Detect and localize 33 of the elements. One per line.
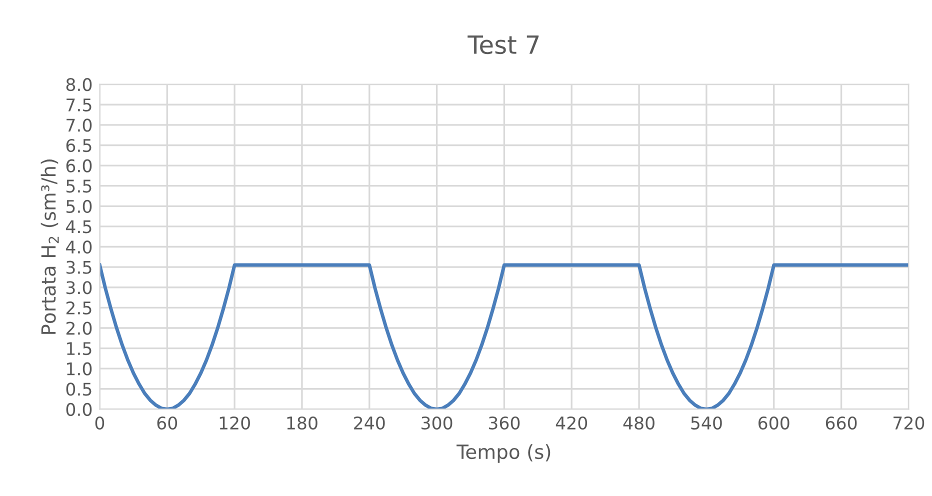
x-tick-label: 0 xyxy=(95,416,104,430)
x-tick-label: 660 xyxy=(826,416,857,430)
y-tick-label: 4.5 xyxy=(66,220,92,234)
x-tick-label: 480 xyxy=(623,416,654,430)
y-tick-label: 1.0 xyxy=(67,362,92,376)
y-tick-label: 0.5 xyxy=(66,382,92,396)
x-axis-title: Tempo (s) xyxy=(456,444,550,463)
y-tick-label: 7.0 xyxy=(66,118,92,132)
x-tick-label: 540 xyxy=(691,416,722,430)
y-tick-label: 8.0 xyxy=(66,78,92,92)
y-tick-label: 2.0 xyxy=(66,322,92,335)
x-tick-label: 360 xyxy=(488,416,520,430)
y-axis-title: Portata H$_{2}$ (sm³/h) xyxy=(40,160,59,334)
y-tick-label: 5.5 xyxy=(66,180,92,193)
y-tick-label: 1.5 xyxy=(67,342,92,356)
y-tick-label: 3.0 xyxy=(66,281,92,294)
x-tick-label: 300 xyxy=(422,416,452,430)
x-tick-label: 240 xyxy=(354,416,385,430)
x-tick-label: 180 xyxy=(287,416,318,430)
x-tick-label: 60 xyxy=(157,416,178,430)
y-tick-label: 2.5 xyxy=(66,301,92,315)
y-tick-label: 0.0 xyxy=(66,402,92,416)
x-tick-label: 420 xyxy=(556,416,588,430)
x-tick-label: 600 xyxy=(758,416,790,430)
chart-title: Test 7 xyxy=(468,36,539,54)
y-tick-label: 6.5 xyxy=(66,138,92,152)
y-tick-label: 3.5 xyxy=(66,260,92,274)
x-tick-label: 120 xyxy=(220,416,250,430)
y-tick-label: 5.0 xyxy=(66,200,92,213)
y-tick-label: 6.0 xyxy=(66,159,92,172)
x-tick-label: 720 xyxy=(894,416,924,430)
y-tick-label: 7.5 xyxy=(66,98,92,112)
y-tick-label: 4.0 xyxy=(66,240,92,254)
